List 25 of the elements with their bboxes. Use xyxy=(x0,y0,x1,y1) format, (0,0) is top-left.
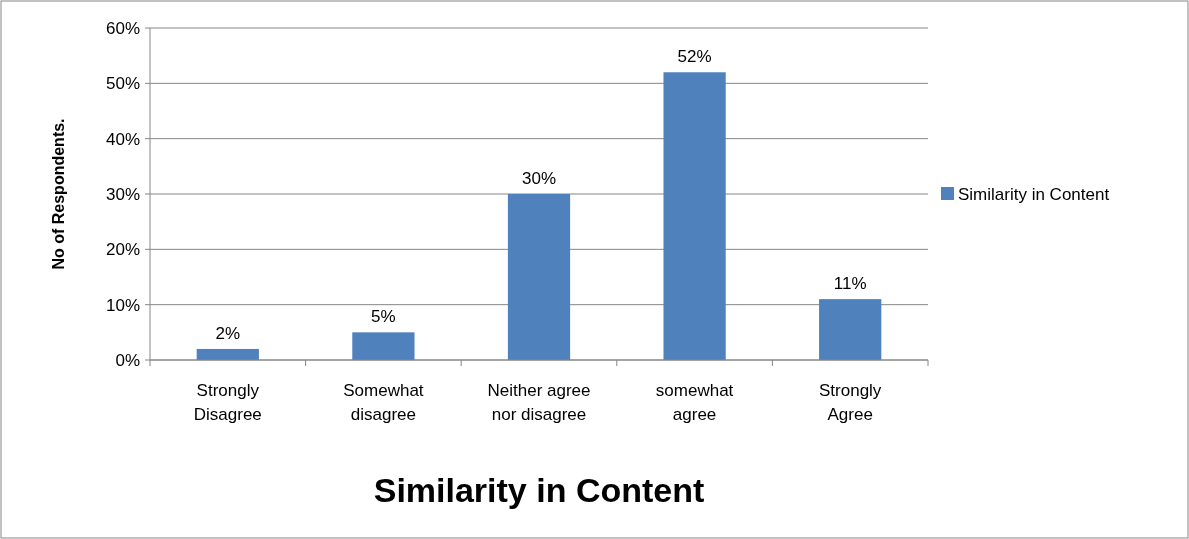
y-tick-label: 60% xyxy=(105,18,140,38)
data-label: 52% xyxy=(677,47,712,67)
bar xyxy=(196,348,259,360)
bar xyxy=(352,332,415,360)
y-tick-label: 0% xyxy=(115,350,140,370)
x-tick-label: Somewhat disagree xyxy=(343,381,424,424)
y-tick-label: 50% xyxy=(105,74,140,94)
x-tick-label: Strongly Disagree xyxy=(193,381,262,424)
bar xyxy=(819,299,882,360)
data-label: 11% xyxy=(833,274,867,294)
x-tick-label: Strongly Agree xyxy=(819,381,882,424)
data-label: 5% xyxy=(371,307,396,327)
x-tick-label: Neither agree nor disagree xyxy=(487,381,591,424)
x-axis-title: Similarity in Content xyxy=(373,471,705,509)
data-label: 30% xyxy=(521,169,557,188)
bar xyxy=(507,194,571,360)
y-axis-title: No of Respondents. xyxy=(50,118,67,270)
y-tick-label: 10% xyxy=(105,295,140,315)
data-label: 2% xyxy=(215,323,241,343)
bar xyxy=(663,72,726,360)
y-tick-label: 30% xyxy=(105,184,140,204)
y-tick-label: 40% xyxy=(105,129,140,149)
y-tick-label: 20% xyxy=(105,240,140,260)
legend-label: Similarity in Content xyxy=(958,184,1110,204)
x-tick-label: somewhat agree xyxy=(655,381,734,424)
